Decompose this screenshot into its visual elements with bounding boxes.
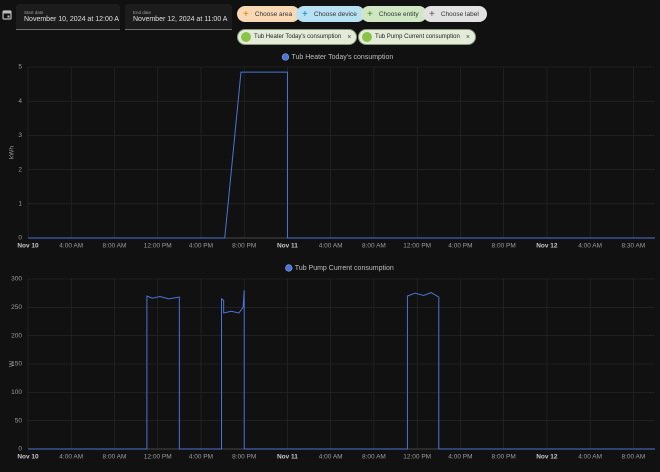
y-tick-label: 0 xyxy=(18,235,22,242)
y-tick-label: 150 xyxy=(11,361,22,368)
x-tick-label: Nov 12 xyxy=(536,243,558,250)
y-tick-label: 50 xyxy=(15,417,23,424)
choose-entity-button[interactable]: + Choose entity xyxy=(361,6,427,22)
x-tick-label: Nov 10 xyxy=(17,454,39,461)
chip-icon xyxy=(362,32,372,42)
y-tick-label: 200 xyxy=(11,332,22,339)
y-axis-label: W xyxy=(9,360,16,367)
legend-swatch xyxy=(285,264,293,272)
x-tick-label: 4:00 PM xyxy=(189,454,213,461)
y-tick-label: 2 xyxy=(18,166,22,173)
x-tick-label: 8:00 PM xyxy=(492,243,516,250)
x-tick-label: 4:00 AM xyxy=(59,454,83,461)
x-tick-label: 8:00 AM xyxy=(103,243,127,250)
legend-label: Tub Pump Current consumption xyxy=(295,265,394,272)
button-label: Choose area xyxy=(254,10,293,18)
start-date-label: Start date xyxy=(24,10,44,15)
button-label: Choose label xyxy=(440,10,479,18)
y-tick-label: 250 xyxy=(11,304,22,311)
y-tick-label: 3 xyxy=(18,132,22,139)
x-tick-label: 4:00 AM xyxy=(319,454,343,461)
x-tick-label: Nov 12 xyxy=(536,454,558,461)
x-tick-label: 8:00 AM xyxy=(362,454,386,461)
start-date-value: November 10, 2024 at 12:00 A xyxy=(24,16,119,23)
x-tick-label: 4:00 PM xyxy=(448,243,472,250)
x-tick-label: 8:30 AM xyxy=(621,243,645,250)
y-tick-label: 100 xyxy=(11,389,22,396)
entity-chip[interactable]: Tub Heater Today's consumption × xyxy=(237,29,358,45)
chip-label: Tub Pump Current consumption xyxy=(375,34,460,40)
button-label: Choose entity xyxy=(378,10,419,18)
x-tick-label: 8:00 AM xyxy=(621,454,645,461)
x-tick-label: 12:00 PM xyxy=(144,454,172,461)
choose-area-button[interactable]: + Choose area xyxy=(237,6,301,22)
series-line xyxy=(28,71,655,239)
x-tick-label: 12:00 PM xyxy=(403,454,431,461)
choose-device-button[interactable]: + Choose device xyxy=(296,6,365,22)
y-tick-label: 4 xyxy=(18,98,22,105)
x-tick-label: 8:00 AM xyxy=(103,454,127,461)
end-date-field[interactable]: End date November 12, 2024 at 11:00 A xyxy=(125,4,232,30)
calendar-icon xyxy=(2,10,12,20)
x-tick-label: 8:00 PM xyxy=(232,243,256,250)
y-tick-label: 300 xyxy=(11,276,22,283)
y-tick-label: 1 xyxy=(18,201,22,208)
x-tick-label: 4:00 AM xyxy=(578,243,602,250)
y-tick-label: 0 xyxy=(18,446,22,453)
x-tick-label: Nov 11 xyxy=(277,243,298,250)
x-tick-label: Nov 10 xyxy=(17,243,39,250)
x-tick-label: 8:00 PM xyxy=(492,454,516,461)
x-tick-label: 4:00 AM xyxy=(319,243,343,250)
choose-label-button[interactable]: + Choose label xyxy=(423,6,487,22)
y-axis-label: kWh xyxy=(9,146,16,159)
y-tick-label: 5 xyxy=(18,64,22,71)
button-label: Choose device xyxy=(313,10,357,18)
x-tick-label: 4:00 AM xyxy=(59,243,83,250)
x-tick-label: 4:00 AM xyxy=(578,454,602,461)
entity-chip[interactable]: Tub Pump Current consumption × xyxy=(358,29,476,45)
x-tick-label: 8:00 AM xyxy=(362,243,386,250)
x-tick-label: 4:00 PM xyxy=(189,243,213,250)
legend-swatch xyxy=(281,53,290,61)
x-tick-label: 8:00 PM xyxy=(232,454,256,461)
x-tick-label: 12:00 PM xyxy=(144,243,172,250)
chip-icon xyxy=(241,32,251,42)
chip-remove[interactable]: × xyxy=(347,33,352,41)
x-tick-label: Nov 11 xyxy=(277,454,298,461)
legend-label: Tub Heater Today's consumption xyxy=(292,54,394,61)
chip-remove[interactable]: × xyxy=(465,33,470,41)
chip-label: Tub Heater Today's consumption xyxy=(254,34,342,40)
x-tick-label: 12:00 PM xyxy=(403,243,431,250)
x-tick-label: 4:00 PM xyxy=(448,454,472,461)
start-date-field[interactable]: Start date November 10, 2024 at 12:00 A xyxy=(16,4,120,30)
end-date-value: November 12, 2024 at 11:00 A xyxy=(133,16,228,23)
series-line xyxy=(28,290,655,450)
end-date-label: End date xyxy=(133,10,152,15)
